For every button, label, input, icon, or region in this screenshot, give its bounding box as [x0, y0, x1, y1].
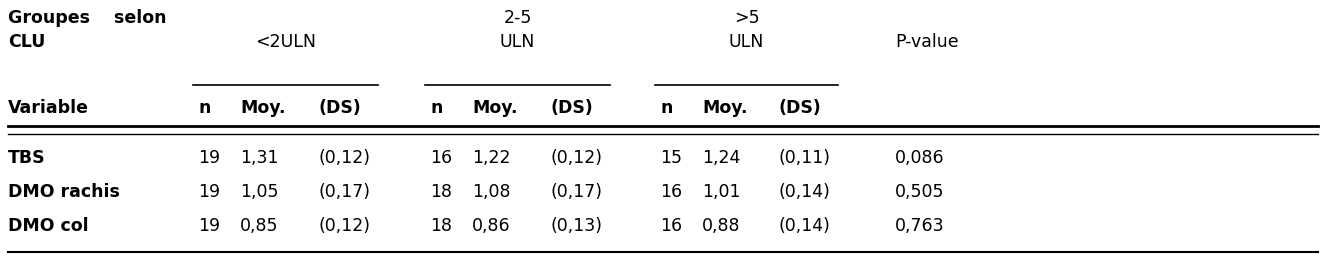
Text: 0,88: 0,88 — [701, 217, 740, 235]
Text: 19: 19 — [198, 217, 220, 235]
Text: DMO rachis: DMO rachis — [8, 183, 119, 201]
Text: CLU: CLU — [8, 33, 45, 51]
Text: (DS): (DS) — [550, 99, 593, 117]
Text: 15: 15 — [660, 149, 682, 167]
Text: >5: >5 — [733, 9, 760, 27]
Text: 2-5: 2-5 — [504, 9, 532, 27]
Text: 16: 16 — [660, 183, 682, 201]
Text: (DS): (DS) — [778, 99, 821, 117]
Text: 1,31: 1,31 — [240, 149, 278, 167]
Text: 1,08: 1,08 — [472, 183, 511, 201]
Text: 0,086: 0,086 — [895, 149, 944, 167]
Text: (0,11): (0,11) — [778, 149, 830, 167]
Text: Variable: Variable — [8, 99, 89, 117]
Text: Moy.: Moy. — [472, 99, 517, 117]
Text: Moy.: Moy. — [240, 99, 285, 117]
Text: (0,12): (0,12) — [550, 149, 602, 167]
Text: (DS): (DS) — [318, 99, 361, 117]
Text: 1,24: 1,24 — [701, 149, 740, 167]
Text: n: n — [430, 99, 443, 117]
Text: Groupes    selon: Groupes selon — [8, 9, 167, 27]
Text: 19: 19 — [198, 183, 220, 201]
Text: 1,01: 1,01 — [701, 183, 740, 201]
Text: 0,505: 0,505 — [895, 183, 944, 201]
Text: 1,22: 1,22 — [472, 149, 511, 167]
Text: 18: 18 — [430, 183, 452, 201]
Text: (0,14): (0,14) — [778, 183, 830, 201]
Text: ULN: ULN — [500, 33, 536, 51]
Text: 16: 16 — [660, 217, 682, 235]
Text: (0,14): (0,14) — [778, 217, 830, 235]
Text: 16: 16 — [430, 149, 452, 167]
Text: 0,763: 0,763 — [895, 217, 944, 235]
Text: (0,12): (0,12) — [318, 149, 370, 167]
Text: ULN: ULN — [729, 33, 764, 51]
Text: TBS: TBS — [8, 149, 45, 167]
Text: 19: 19 — [198, 149, 220, 167]
Text: n: n — [198, 99, 211, 117]
Text: (0,17): (0,17) — [550, 183, 602, 201]
Text: Moy.: Moy. — [701, 99, 748, 117]
Text: DMO col: DMO col — [8, 217, 89, 235]
Text: 0,86: 0,86 — [472, 217, 511, 235]
Text: (0,13): (0,13) — [550, 217, 602, 235]
Text: P-value: P-value — [895, 33, 959, 51]
Text: 0,85: 0,85 — [240, 217, 278, 235]
Text: (0,17): (0,17) — [318, 183, 370, 201]
Text: (0,12): (0,12) — [318, 217, 370, 235]
Text: n: n — [660, 99, 672, 117]
Text: <2ULN: <2ULN — [255, 33, 316, 51]
Text: 1,05: 1,05 — [240, 183, 278, 201]
Text: 18: 18 — [430, 217, 452, 235]
